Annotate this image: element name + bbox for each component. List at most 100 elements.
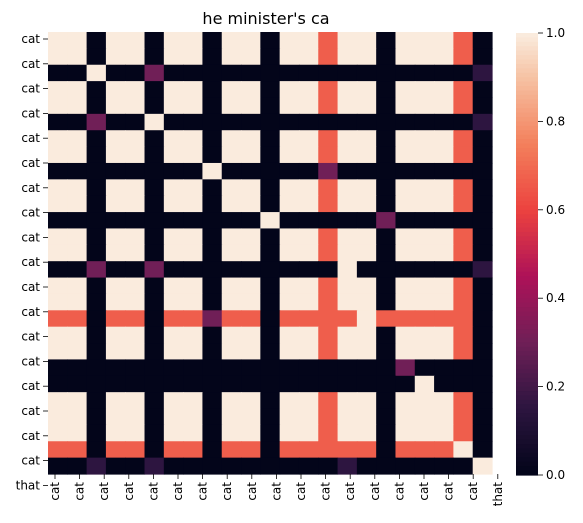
heatmap-cell — [414, 375, 435, 393]
heatmap-cell — [395, 97, 416, 115]
heatmap-cell — [376, 48, 397, 66]
heatmap-cell — [298, 424, 319, 442]
heatmap-cell — [183, 228, 204, 246]
heatmap-cell — [395, 293, 416, 311]
colorbar-segment — [516, 395, 538, 401]
heatmap-cell — [183, 359, 204, 377]
heatmap-cell — [298, 408, 319, 426]
heatmap-cells — [48, 32, 493, 475]
heatmap-cell — [221, 392, 242, 410]
colorbar-segment — [516, 284, 538, 290]
heatmap-cell — [241, 130, 261, 148]
heatmap-cell — [414, 392, 435, 410]
heatmap-cell — [472, 359, 493, 377]
colorbar-segment — [516, 448, 538, 454]
heatmap-cell — [221, 261, 242, 279]
heatmap-cell — [260, 392, 281, 410]
heatmap-cell — [183, 293, 204, 311]
heatmap-cell — [472, 48, 493, 66]
heatmap-cell — [86, 64, 107, 82]
heatmap-cell — [434, 457, 454, 475]
x-axis-tick-labels: cat cat cat cat cat cat cat cat cat cat cat cat cat c… — [48, 474, 505, 506]
heatmap-cell — [163, 277, 184, 295]
colorbar-segment — [516, 466, 538, 472]
heatmap-cell — [356, 261, 377, 279]
heatmap-cell — [298, 244, 319, 262]
y-tick-label: cat — [21, 454, 40, 468]
heatmap-cell — [260, 359, 281, 377]
heatmap-cell — [48, 359, 68, 377]
heatmap-cell — [472, 326, 493, 344]
heatmap-cell — [144, 359, 165, 377]
y-tick-label: cat — [21, 32, 40, 46]
heatmap-cell — [318, 293, 339, 311]
heatmap-cell — [414, 293, 435, 311]
heatmap-cell — [105, 424, 126, 442]
heatmap-cell — [337, 130, 358, 148]
heatmap-cell — [337, 359, 358, 377]
heatmap-cell — [260, 48, 281, 66]
heatmap-cell — [434, 162, 454, 180]
heatmap-cell — [144, 310, 165, 328]
colorbar: 0.0 0.2 0.4 0.6 0.8 1.0 — [516, 26, 565, 482]
heatmap-cell — [472, 441, 493, 459]
heatmap-cell — [434, 408, 454, 426]
heatmap-cell — [376, 424, 397, 442]
heatmap-cell — [279, 457, 300, 475]
heatmap-cell — [395, 457, 416, 475]
heatmap-cell — [48, 310, 68, 328]
heatmap-cell — [221, 424, 242, 442]
heatmap-cell — [279, 146, 300, 164]
heatmap-cell — [125, 179, 146, 197]
heatmap-cell — [241, 162, 261, 180]
heatmap-cell — [318, 113, 339, 131]
heatmap-cell — [86, 113, 107, 131]
heatmap-cell — [144, 162, 165, 180]
heatmap-cell — [279, 113, 300, 131]
heatmap-cell — [472, 195, 493, 213]
colorbar-segment — [516, 324, 538, 330]
heatmap-cell — [202, 293, 223, 311]
heatmap-cell — [183, 113, 204, 131]
heatmap-cell — [337, 375, 358, 393]
heatmap-cell — [163, 441, 184, 459]
heatmap-cell — [318, 212, 339, 230]
colorbar-segment — [516, 444, 538, 450]
heatmap-cell — [298, 212, 319, 230]
heatmap-cell — [48, 244, 68, 262]
colorbar-segment — [516, 302, 538, 308]
heatmap-cell — [163, 195, 184, 213]
heatmap-cell — [414, 359, 435, 377]
colorbar-segment — [516, 236, 538, 242]
heatmap-cell — [337, 441, 358, 459]
heatmap-cell — [337, 146, 358, 164]
heatmap-cell — [318, 326, 339, 344]
heatmap-cell — [125, 64, 146, 82]
heatmap-cell — [279, 392, 300, 410]
x-tick-label: cat — [417, 482, 431, 501]
heatmap-cell — [202, 146, 223, 164]
heatmap-cell — [472, 64, 493, 82]
heatmap-cell — [414, 146, 435, 164]
heatmap-cell — [67, 392, 88, 410]
heatmap-cell — [318, 441, 339, 459]
colorbar-segment — [516, 174, 538, 180]
heatmap-cell — [453, 179, 474, 197]
heatmap-cell — [434, 244, 454, 262]
heatmap-cell — [125, 310, 146, 328]
heatmap-cell — [163, 64, 184, 82]
heatmap-cell — [318, 228, 339, 246]
heatmap-cell — [356, 81, 377, 99]
heatmap-cell — [356, 97, 377, 115]
heatmap-cell — [260, 293, 281, 311]
colorbar-segment — [516, 94, 538, 100]
colorbar-segment — [516, 439, 538, 445]
heatmap-cell — [125, 195, 146, 213]
heatmap-cell — [241, 48, 261, 66]
heatmap-cell — [125, 424, 146, 442]
heatmap-cell — [48, 441, 68, 459]
colorbar-segment — [516, 360, 538, 366]
heatmap-cell — [221, 130, 242, 148]
heatmap-cell — [356, 212, 377, 230]
heatmap-cell — [337, 457, 358, 475]
